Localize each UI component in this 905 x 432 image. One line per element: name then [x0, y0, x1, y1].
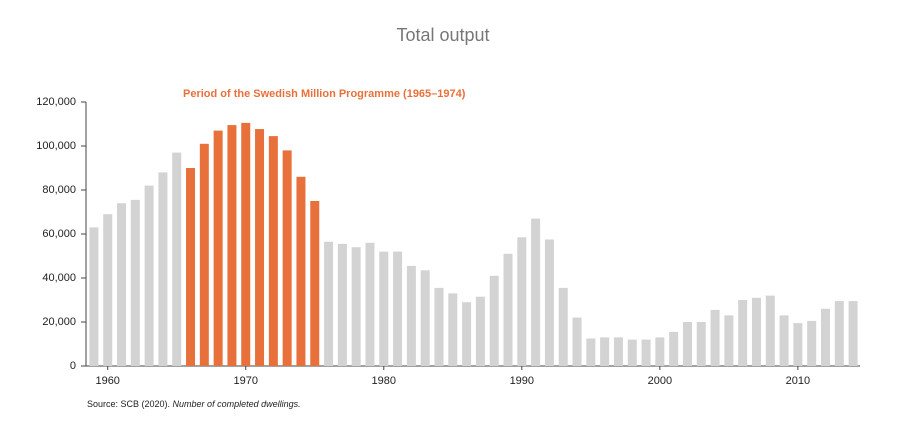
x-tick-label: 1990	[510, 375, 534, 387]
bar	[475, 296, 485, 366]
bar	[241, 122, 251, 367]
bar	[117, 203, 127, 366]
annotation: Period of the Swedish Million Programme …	[183, 88, 466, 100]
source: Source: SCB (2020). Number of completed …	[87, 399, 301, 409]
bar	[517, 237, 527, 366]
bar	[310, 201, 320, 366]
bar	[627, 339, 637, 366]
bar	[89, 227, 99, 366]
bar	[807, 320, 817, 366]
bar	[448, 293, 458, 366]
chart-title: Total output	[396, 25, 489, 45]
bar	[558, 287, 568, 366]
bar	[365, 242, 375, 366]
source-note: Number of completed dwellings.	[173, 399, 301, 409]
bar	[572, 317, 582, 366]
bar	[420, 270, 430, 366]
bar	[600, 337, 610, 366]
bar	[393, 251, 403, 366]
bar	[669, 331, 679, 366]
x-tick-label: 1970	[233, 375, 257, 387]
x-tick-label: 2000	[648, 375, 672, 387]
bar	[434, 287, 444, 366]
bar	[793, 323, 803, 366]
bar	[544, 239, 554, 366]
bar	[724, 315, 734, 366]
bar	[834, 301, 844, 366]
bar	[531, 218, 541, 366]
bar	[379, 251, 389, 366]
bar	[655, 337, 665, 366]
bar	[130, 199, 140, 366]
y-tick-label: 0	[70, 360, 76, 372]
bar	[255, 129, 265, 366]
y-tick-label: 20,000	[42, 316, 76, 328]
bar	[779, 315, 789, 366]
bar	[227, 125, 237, 366]
bar	[406, 265, 416, 366]
y-tick-label: 100,000	[36, 140, 76, 152]
bar	[213, 130, 223, 366]
bar	[296, 176, 306, 366]
bar	[186, 168, 196, 366]
bar	[820, 308, 830, 366]
bar	[613, 337, 623, 366]
bar	[199, 143, 209, 366]
bar	[751, 297, 761, 366]
bar	[586, 338, 596, 366]
bar	[282, 150, 292, 366]
bar	[103, 214, 113, 366]
bar	[337, 243, 347, 366]
bar	[351, 247, 361, 366]
x-tick-label: 1980	[372, 375, 396, 387]
bar	[462, 302, 472, 366]
bar	[489, 275, 499, 366]
bar	[324, 241, 334, 366]
bar	[848, 301, 858, 366]
bar	[738, 300, 748, 366]
bar	[268, 136, 278, 366]
y-tick-label: 60,000	[42, 228, 76, 240]
bar	[158, 172, 168, 366]
bar	[172, 152, 182, 366]
y-tick-label: 40,000	[42, 272, 76, 284]
bar	[144, 185, 154, 366]
x-tick-label: 1960	[95, 375, 119, 387]
bar	[696, 322, 706, 366]
y-tick-label: 80,000	[42, 184, 76, 196]
bar	[503, 253, 513, 366]
bar	[641, 339, 651, 366]
bar	[765, 295, 775, 366]
bar	[710, 309, 720, 366]
x-tick-label: 2010	[786, 375, 810, 387]
source-text: Source: SCB (2020).	[87, 399, 173, 409]
bar	[682, 322, 692, 366]
y-tick-label: 120,000	[36, 96, 76, 108]
